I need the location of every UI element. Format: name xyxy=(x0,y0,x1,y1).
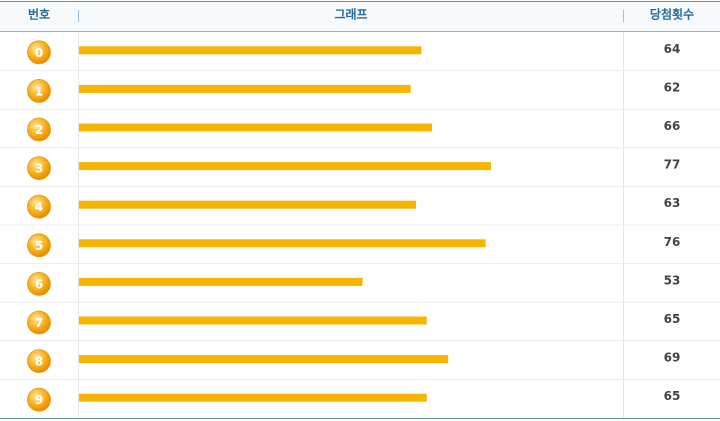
ball-number: 1 xyxy=(35,84,43,98)
ball-number: 4 xyxy=(35,200,43,214)
win-count: 65 xyxy=(664,389,681,403)
header-graph: 그래프 xyxy=(334,7,367,22)
ball-number: 7 xyxy=(35,316,43,330)
win-count: 77 xyxy=(664,158,681,172)
ball-number: 3 xyxy=(35,162,43,176)
win-count: 69 xyxy=(664,351,681,365)
win-count: 53 xyxy=(664,273,681,287)
ball-number: 5 xyxy=(35,239,43,253)
number-ball xyxy=(27,194,51,219)
ball-number: 0 xyxy=(35,46,43,60)
number-ball xyxy=(27,233,51,258)
number-ball xyxy=(27,310,51,335)
bar xyxy=(79,200,417,209)
bar xyxy=(79,46,422,55)
header-bg xyxy=(0,1,720,31)
bar xyxy=(79,316,427,325)
number-ball xyxy=(27,40,51,65)
bar xyxy=(79,84,411,93)
win-count: 66 xyxy=(664,119,681,133)
number-ball xyxy=(27,117,51,142)
win-count: 76 xyxy=(664,235,681,249)
number-ball xyxy=(27,387,51,412)
win-count: 62 xyxy=(664,80,681,94)
header-number: 번호 xyxy=(28,7,50,22)
bar xyxy=(79,123,433,132)
bar xyxy=(79,239,486,248)
win-count: 64 xyxy=(664,42,681,56)
ball-number: 8 xyxy=(35,355,43,369)
win-count: 63 xyxy=(664,196,681,210)
ball-number: 9 xyxy=(35,393,43,407)
ball-number: 2 xyxy=(35,123,43,137)
header-count: 당첨횟수 xyxy=(650,7,694,22)
bar xyxy=(79,162,491,171)
number-ball xyxy=(27,271,51,296)
bar xyxy=(79,355,449,364)
number-ball xyxy=(27,349,51,374)
number-ball xyxy=(27,156,51,181)
bar xyxy=(79,393,427,402)
number-ball xyxy=(27,79,51,103)
ball-number: 6 xyxy=(35,277,43,291)
bar xyxy=(79,277,363,286)
win-count: 65 xyxy=(664,312,681,326)
